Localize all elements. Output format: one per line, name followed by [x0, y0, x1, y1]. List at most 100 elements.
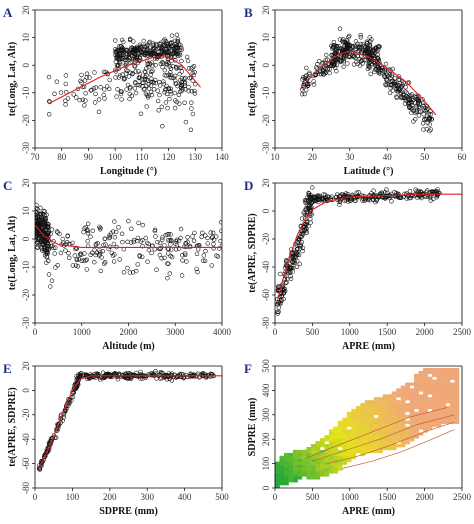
heatmap-cell [441, 403, 446, 407]
heatmap-cell [382, 426, 388, 430]
heatmap-cell [382, 397, 388, 401]
heatmap-cell [382, 444, 388, 448]
data-point [132, 63, 137, 69]
data-point [308, 220, 313, 225]
data-point [51, 239, 56, 244]
data-point [288, 269, 293, 274]
data-point [98, 84, 103, 90]
data-point [178, 65, 184, 70]
data-point [163, 100, 169, 105]
data-point [98, 250, 103, 255]
y-tick-label: -30 [261, 142, 271, 154]
heatmap-cell [301, 461, 307, 465]
data-point [49, 278, 55, 283]
data-point [413, 93, 418, 99]
heatmap-cell [351, 447, 357, 451]
heatmap-cell [382, 411, 388, 416]
data-point [75, 380, 80, 386]
data-point [63, 73, 69, 78]
heatmap-cell [310, 464, 316, 468]
data-point [148, 79, 154, 85]
heatmap-cell [396, 411, 401, 416]
data-point [345, 45, 350, 51]
data-point [87, 75, 92, 80]
heatmap-cell [396, 408, 401, 413]
heatmap-cell [275, 461, 280, 465]
heatmap-cell [454, 406, 460, 410]
data-point [369, 37, 374, 42]
heatmap-cell [310, 449, 316, 454]
heatmap-cell [284, 482, 289, 486]
data-point [353, 44, 358, 49]
data-point [93, 91, 98, 97]
data-point [173, 241, 178, 246]
heatmap-cell [427, 385, 433, 389]
data-point [171, 51, 176, 56]
heatmap-cell [387, 435, 392, 439]
x-tick-label: 1000 [341, 327, 360, 337]
fit-line [38, 375, 222, 470]
data-point [354, 59, 359, 65]
data-point [43, 243, 49, 248]
heatmap-cell [310, 473, 316, 477]
data-point [155, 239, 160, 245]
data-point [138, 111, 144, 117]
data-point [140, 222, 146, 228]
data-point [309, 212, 315, 217]
data-point [180, 258, 185, 263]
data-point [46, 112, 52, 117]
data-point [137, 253, 142, 258]
data-point [202, 258, 208, 264]
heatmap-cell [436, 373, 442, 377]
heatmap-cell [436, 408, 442, 413]
data-point [313, 199, 319, 204]
data-point [347, 54, 352, 60]
data-point [37, 222, 43, 228]
data-point [388, 82, 393, 88]
heatmap-cell [378, 397, 383, 401]
data-point [117, 53, 123, 59]
heatmap-cell [400, 388, 406, 392]
data-point [48, 284, 53, 289]
data-point [153, 62, 158, 68]
heatmap-cell [423, 423, 428, 427]
heatmap-cell [288, 452, 294, 457]
data-point [73, 245, 79, 251]
heatmap-cell [391, 444, 397, 448]
heatmap-cell [378, 444, 383, 448]
data-point [138, 369, 143, 375]
heatmap-cell [378, 420, 383, 424]
data-point [304, 65, 309, 71]
data-point [82, 251, 87, 256]
data-point [94, 250, 100, 256]
heatmap-cell [387, 420, 392, 424]
panel-letter: D [244, 178, 253, 193]
y-tick-label: 0 [261, 208, 271, 213]
data-point [145, 259, 150, 264]
heatmap-cell [454, 373, 460, 377]
data-point [37, 241, 42, 246]
data-point [84, 267, 90, 272]
data-point [377, 194, 382, 200]
heatmap-cell [306, 464, 312, 468]
data-point [100, 376, 105, 381]
data-point [101, 261, 107, 266]
heatmap-cell [369, 432, 374, 436]
y-tick-label: -60 [21, 457, 31, 469]
heatmap-cell [364, 441, 370, 445]
heatmap-cell [396, 388, 401, 392]
data-point [161, 50, 167, 56]
data-point [63, 242, 68, 247]
data-point [382, 68, 387, 73]
heatmap-cell [445, 394, 451, 398]
heatmap-cell [319, 473, 325, 477]
data-point [92, 70, 97, 75]
data-point [63, 102, 68, 107]
data-point [114, 94, 119, 99]
heatmap-cell [306, 476, 312, 480]
heatmap-cell [293, 473, 298, 477]
heatmap-cell [391, 408, 397, 413]
x-axis-title: APRE (mm) [342, 506, 395, 517]
heatmap-cell [450, 397, 455, 401]
data-point [289, 265, 294, 271]
